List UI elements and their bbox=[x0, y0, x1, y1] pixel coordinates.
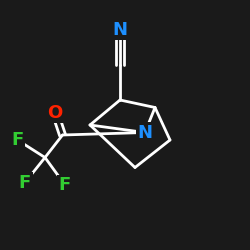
Text: O: O bbox=[48, 104, 62, 122]
Text: F: F bbox=[19, 174, 31, 192]
Text: F: F bbox=[59, 176, 71, 194]
Text: N: N bbox=[138, 124, 152, 142]
Text: F: F bbox=[12, 131, 24, 149]
Text: N: N bbox=[112, 21, 128, 39]
